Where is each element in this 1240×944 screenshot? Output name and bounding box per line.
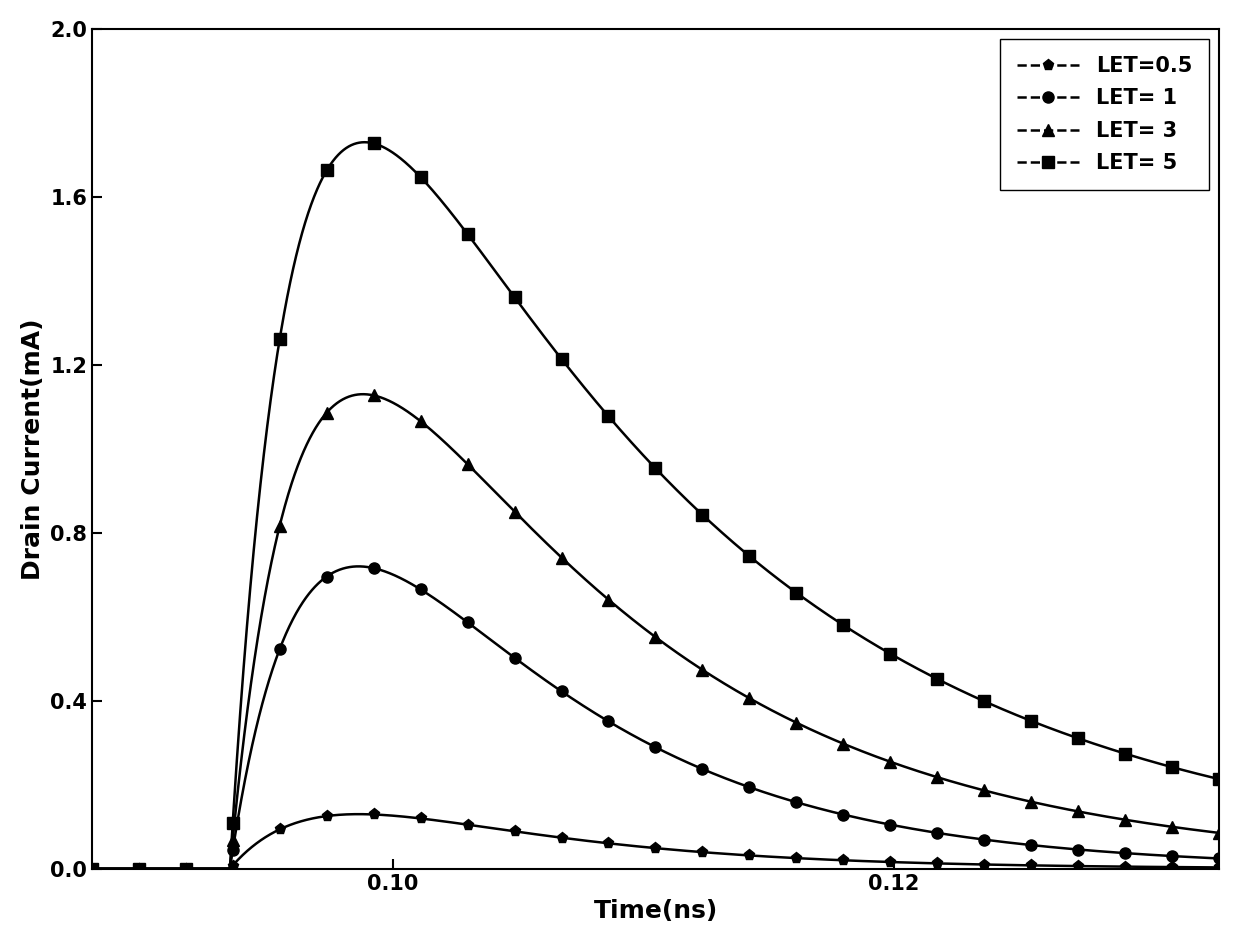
- Legend: LET=0.5, LET= 1, LET= 3, LET= 5: LET=0.5, LET= 1, LET= 3, LET= 5: [999, 40, 1209, 190]
- Y-axis label: Drain Current(mA): Drain Current(mA): [21, 318, 45, 580]
- X-axis label: Time(ns): Time(ns): [594, 900, 718, 923]
